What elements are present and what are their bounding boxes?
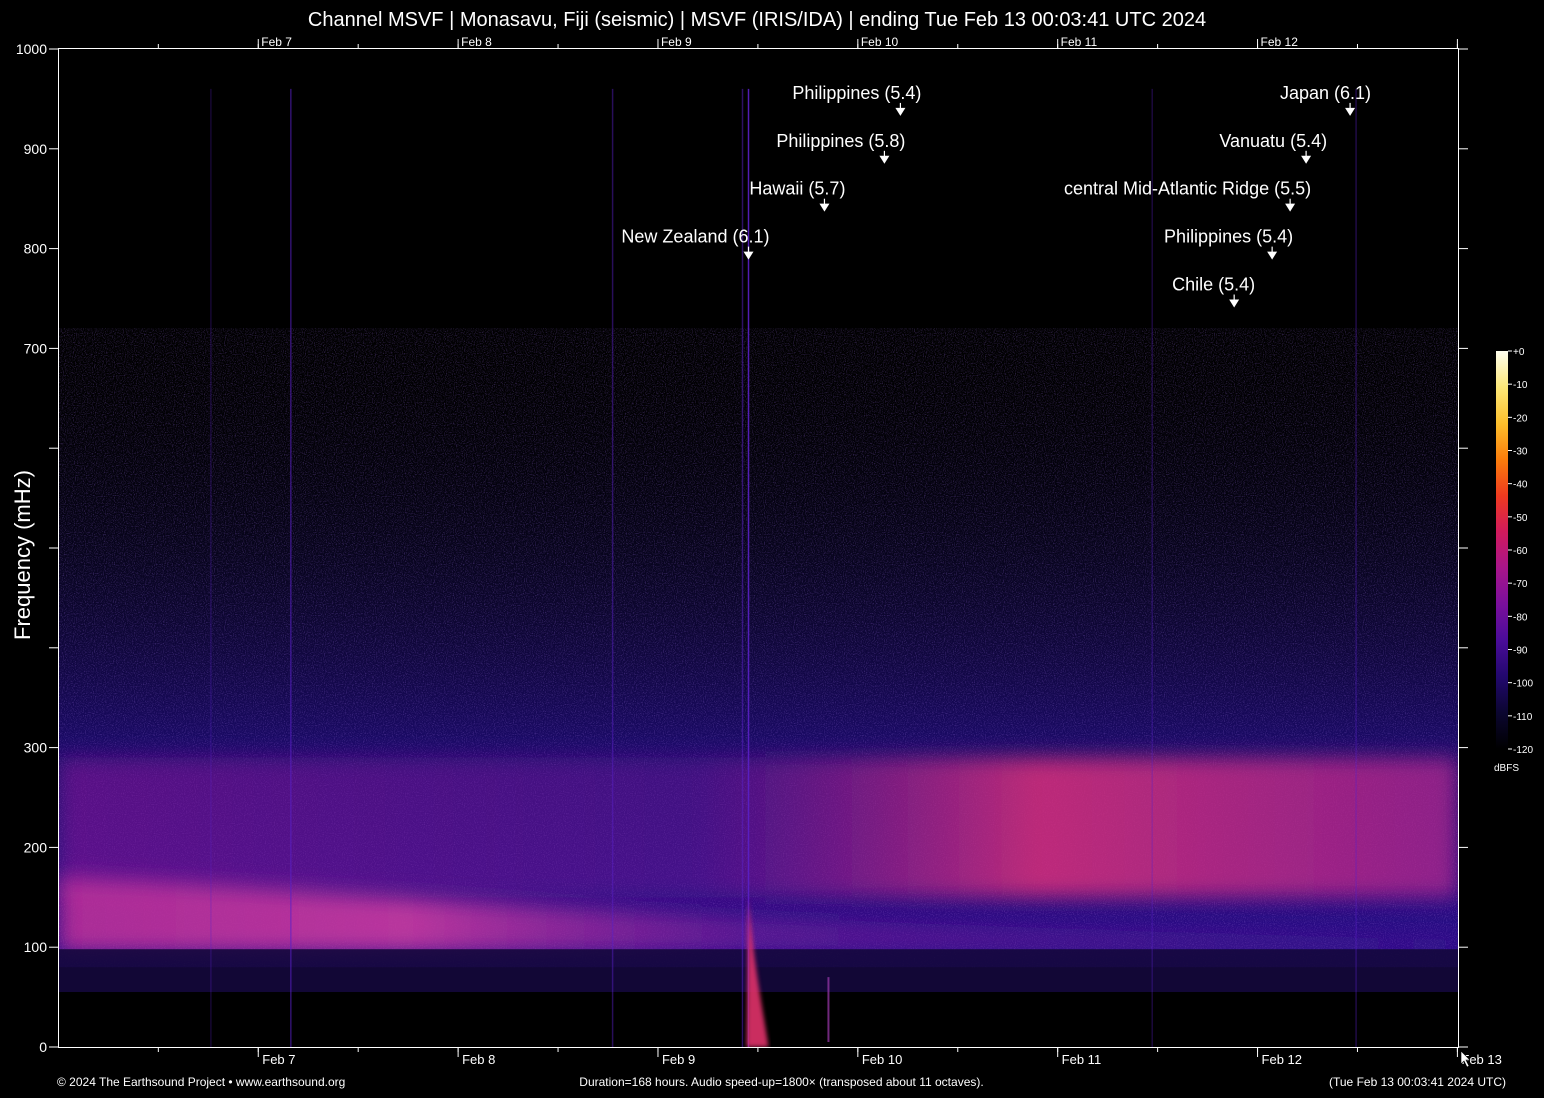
event-arrow-head <box>1301 155 1312 164</box>
x-tick-label-top: Feb 8 <box>461 35 492 49</box>
event-arrow-head <box>1345 107 1356 116</box>
event-annotations: New Zealand (6.1) Hawaii (5.7) Philippines… <box>621 83 1371 308</box>
event-label: New Zealand (6.1) <box>621 227 769 247</box>
y-tick-label: 700 <box>24 340 48 356</box>
y-tick-label: 800 <box>24 241 48 257</box>
colorbar-tick-label: +0 <box>1513 347 1525 358</box>
event-arrow-head <box>895 107 906 116</box>
x-tick-label-top: Feb 9 <box>661 35 692 49</box>
y-tick-label: 200 <box>24 839 48 855</box>
event-label: Hawaii (5.7) <box>749 179 845 199</box>
event-arrow-head <box>1285 203 1296 212</box>
x-tick-label-top: Feb 10 <box>861 35 899 49</box>
colorbar-tick-label: -60 <box>1513 546 1528 557</box>
x-tick-label: Feb 11 <box>1062 1052 1102 1067</box>
event-label: Philippines (5.8) <box>776 131 905 151</box>
y-tick-label: 900 <box>24 141 48 157</box>
event-label: Philippines (5.4) <box>792 83 921 103</box>
colorbar-tick-label: -110 <box>1513 712 1533 723</box>
event-label: Chile (5.4) <box>1172 275 1255 295</box>
x-axis: Feb 7 Feb 7 Feb 8 Feb 8 Feb 9 Feb 9 Feb 10 Feb … <box>157 35 1502 1067</box>
event-label: Japan (6.1) <box>1280 83 1371 103</box>
spectrogram-background <box>59 49 1458 1047</box>
event-arrow-head <box>1229 299 1240 308</box>
x-tick-label: Feb 9 <box>662 1052 695 1067</box>
colorbar-unit: dBFS <box>1494 763 1519 774</box>
x-tick-label: Feb 7 <box>262 1052 295 1067</box>
chart-title: Channel MSVF | Monasavu, Fiji (seismic) … <box>307 9 1207 31</box>
event-label: Vanuatu (5.4) <box>1219 131 1327 151</box>
earthquake-burst <box>746 897 769 1047</box>
y-tick-label: 1000 <box>16 41 47 57</box>
colorbar-tick-label: -10 <box>1513 380 1528 391</box>
colorbar-tick-label: -80 <box>1513 612 1528 623</box>
footer-duration: Duration=168 hours. Audio speed-up=1800×… <box>579 1075 984 1089</box>
event-label: Philippines (5.4) <box>1164 227 1293 247</box>
event-arrow-head <box>743 251 754 260</box>
y-axis-label: Frequency (mHz) <box>10 470 35 640</box>
colorbar-tick-label: -100 <box>1513 679 1533 690</box>
footer-copyright: © 2024 The Earthsound Project • www.eart… <box>57 1075 346 1089</box>
x-tick-label-top: Feb 7 <box>261 35 292 49</box>
colorbar-tick-label: -20 <box>1513 413 1528 424</box>
microseism-band-upper <box>59 757 1458 898</box>
event-arrow-head <box>819 203 830 212</box>
event-arrow-head <box>1267 251 1278 260</box>
colorbar-gradient <box>1496 351 1508 749</box>
colorbar-tick-label: -40 <box>1513 480 1528 491</box>
colorbar-tick-label: -50 <box>1513 513 1528 524</box>
footer-timestamp: (Tue Feb 13 00:03:41 2024 UTC) <box>1329 1075 1506 1089</box>
y-tick-label: 100 <box>24 939 48 955</box>
x-tick-label-top: Feb 12 <box>1261 35 1299 49</box>
cursor-icon <box>1460 1050 1471 1068</box>
colorbar-tick-label: -70 <box>1513 579 1528 590</box>
colorbar-tick-label: -120 <box>1513 745 1533 756</box>
y-tick-label: 300 <box>24 740 48 756</box>
colorbar-tick-label: -30 <box>1513 447 1528 458</box>
x-tick-label: Feb 12 <box>1262 1052 1302 1067</box>
colorbar: +0 -10 -20 -30 -40 -50 -60 -70 -80 -90 -100 -110 -12… <box>1460 347 1533 1068</box>
event-label: central Mid-Atlantic Ridge (5.5) <box>1064 179 1311 199</box>
y-tick-label: 0 <box>39 1039 47 1055</box>
x-tick-label-top: Feb 11 <box>1061 35 1098 49</box>
y-axis: 0 100 200 300 700 800 900 1000 <box>16 41 1468 1055</box>
x-tick-label: Feb 10 <box>862 1052 902 1067</box>
event-arrow-head <box>879 155 890 164</box>
x-tick-label: Feb 8 <box>462 1052 495 1067</box>
colorbar-tick-label: -90 <box>1513 646 1528 657</box>
plot-frame <box>58 48 1459 1048</box>
x-tick-label: Feb 13 <box>1461 1052 1501 1067</box>
microseism-band-lower <box>59 877 1458 953</box>
